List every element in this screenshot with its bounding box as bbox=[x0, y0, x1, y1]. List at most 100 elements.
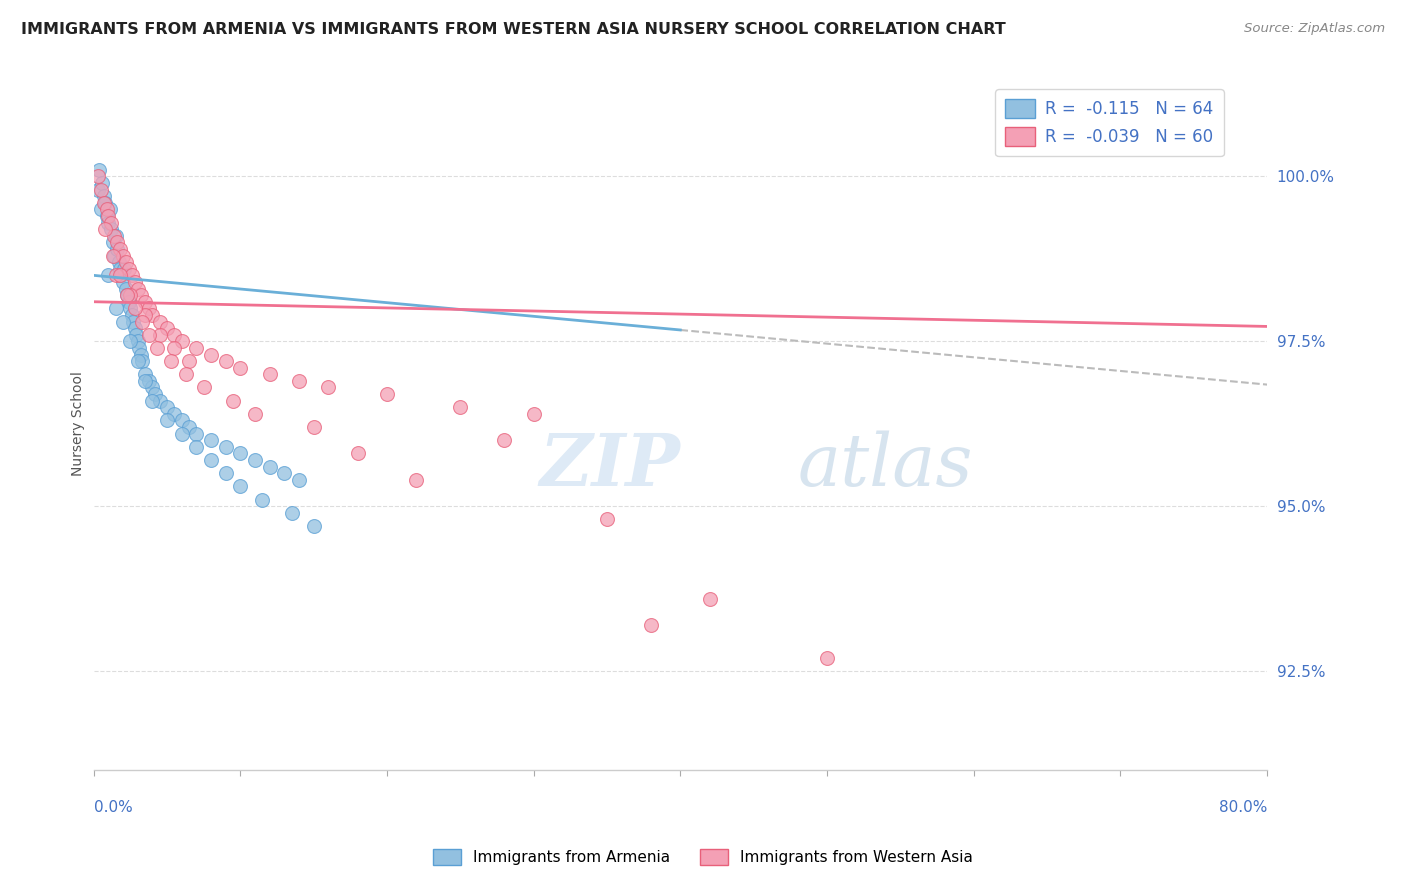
Point bbox=[259, 368, 281, 382]
Point bbox=[131, 354, 153, 368]
Point bbox=[186, 341, 208, 355]
Point bbox=[121, 308, 143, 322]
Point bbox=[120, 301, 142, 316]
Point bbox=[128, 341, 150, 355]
Point bbox=[129, 347, 152, 361]
Point bbox=[121, 268, 143, 283]
Point bbox=[101, 249, 124, 263]
Point bbox=[186, 440, 208, 454]
Point bbox=[138, 301, 160, 316]
Point bbox=[156, 321, 179, 335]
Point bbox=[273, 467, 295, 481]
Point bbox=[163, 341, 186, 355]
Point bbox=[93, 195, 115, 210]
Point bbox=[494, 434, 516, 448]
Point bbox=[170, 426, 193, 441]
Point bbox=[148, 393, 170, 408]
Point bbox=[302, 420, 325, 434]
Point bbox=[101, 235, 124, 250]
Point bbox=[104, 228, 127, 243]
Point bbox=[100, 216, 122, 230]
Point bbox=[129, 288, 152, 302]
Point bbox=[124, 275, 146, 289]
Point bbox=[108, 242, 131, 256]
Point bbox=[105, 242, 128, 256]
Point bbox=[118, 261, 141, 276]
Point bbox=[156, 413, 179, 427]
Point bbox=[104, 301, 127, 316]
Point bbox=[316, 380, 339, 394]
Point bbox=[375, 387, 398, 401]
Point bbox=[229, 446, 252, 460]
Point bbox=[214, 440, 236, 454]
Point bbox=[115, 255, 138, 269]
Point bbox=[134, 368, 156, 382]
Point bbox=[100, 222, 122, 236]
Point bbox=[90, 202, 112, 217]
Point bbox=[141, 308, 163, 322]
Point bbox=[89, 162, 111, 177]
Point bbox=[163, 407, 186, 421]
Point bbox=[118, 294, 141, 309]
Point bbox=[186, 426, 208, 441]
Point bbox=[200, 347, 222, 361]
Point bbox=[523, 407, 546, 421]
Point bbox=[127, 334, 149, 349]
Point bbox=[134, 308, 156, 322]
Point bbox=[193, 380, 215, 394]
Legend: Immigrants from Armenia, Immigrants from Western Asia: Immigrants from Armenia, Immigrants from… bbox=[427, 843, 979, 871]
Point bbox=[110, 268, 132, 283]
Point bbox=[141, 393, 163, 408]
Point bbox=[596, 512, 619, 526]
Point bbox=[288, 374, 311, 388]
Point bbox=[699, 591, 721, 606]
Point bbox=[252, 492, 274, 507]
Point bbox=[815, 651, 838, 665]
Point bbox=[174, 368, 197, 382]
Point bbox=[145, 341, 167, 355]
Point bbox=[97, 216, 120, 230]
Point bbox=[125, 327, 148, 342]
Point bbox=[96, 202, 118, 217]
Point bbox=[134, 374, 156, 388]
Text: 0.0%: 0.0% bbox=[94, 800, 132, 814]
Point bbox=[90, 183, 112, 197]
Text: ZIP: ZIP bbox=[540, 430, 681, 500]
Point bbox=[405, 473, 427, 487]
Point bbox=[346, 446, 368, 460]
Point bbox=[138, 327, 160, 342]
Point bbox=[120, 288, 142, 302]
Point bbox=[94, 195, 117, 210]
Point bbox=[117, 288, 139, 302]
Point bbox=[134, 294, 156, 309]
Point bbox=[91, 176, 114, 190]
Point bbox=[117, 288, 139, 302]
Point bbox=[87, 169, 110, 184]
Point bbox=[243, 453, 266, 467]
Point bbox=[640, 618, 662, 632]
Point bbox=[170, 334, 193, 349]
Point bbox=[87, 183, 110, 197]
Point bbox=[148, 327, 170, 342]
Legend: R =  -0.115   N = 64, R =  -0.039   N = 60: R = -0.115 N = 64, R = -0.039 N = 60 bbox=[995, 89, 1223, 156]
Point bbox=[108, 268, 131, 283]
Point bbox=[163, 327, 186, 342]
Point bbox=[222, 393, 245, 408]
Point bbox=[214, 354, 236, 368]
Point bbox=[93, 189, 115, 203]
Point bbox=[449, 401, 471, 415]
Point bbox=[122, 314, 145, 328]
Point bbox=[103, 249, 125, 263]
Point bbox=[156, 401, 179, 415]
Point bbox=[112, 261, 135, 276]
Point bbox=[98, 202, 121, 217]
Point bbox=[120, 334, 142, 349]
Point bbox=[177, 354, 200, 368]
Point bbox=[177, 420, 200, 434]
Point bbox=[200, 434, 222, 448]
Point bbox=[229, 479, 252, 493]
Point bbox=[111, 314, 134, 328]
Point bbox=[108, 261, 131, 276]
Point bbox=[127, 354, 149, 368]
Point bbox=[97, 209, 120, 223]
